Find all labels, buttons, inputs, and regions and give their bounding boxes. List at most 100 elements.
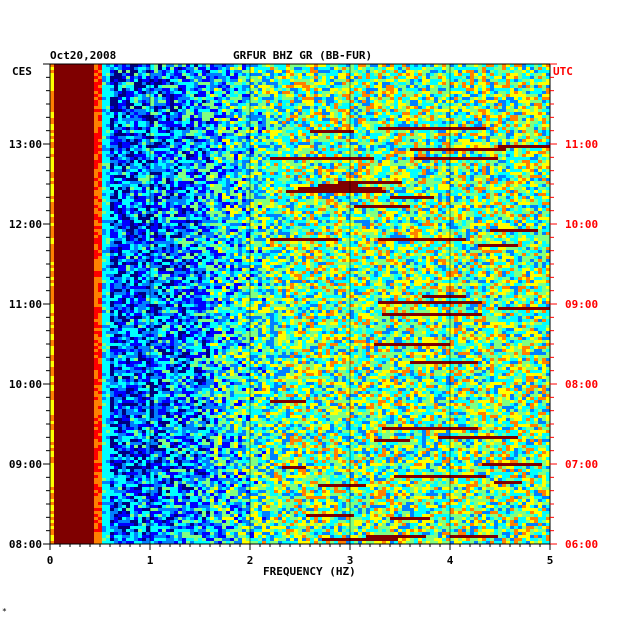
- heatmap-cell: [490, 91, 494, 94]
- heatmap-cell: [398, 121, 402, 124]
- heatmap-cell: [354, 178, 358, 181]
- heatmap-cell: [434, 127, 438, 130]
- heatmap-cell: [238, 175, 242, 178]
- heatmap-cell: [98, 70, 102, 73]
- heatmap-cell: [478, 133, 482, 136]
- heatmap-cell: [186, 154, 190, 157]
- heatmap-cell: [90, 103, 94, 106]
- heatmap-cell: [198, 94, 202, 97]
- heatmap-cell: [338, 94, 342, 97]
- heatmap-cell: [166, 139, 170, 142]
- heatmap-cell: [314, 139, 318, 142]
- heatmap-cell: [210, 172, 214, 175]
- heatmap-cell: [238, 133, 242, 136]
- heatmap-cell: [190, 133, 194, 136]
- heatmap-cell: [218, 136, 222, 139]
- heatmap-cell: [498, 88, 502, 91]
- heatmap-cell: [66, 82, 70, 85]
- heatmap-cell: [162, 100, 166, 103]
- heatmap-cell: [314, 64, 318, 67]
- heatmap-cell: [506, 109, 510, 112]
- heatmap-cell: [98, 139, 102, 142]
- heatmap-cell: [54, 160, 58, 163]
- heatmap-cell: [274, 163, 278, 166]
- heatmap-cell: [378, 112, 382, 115]
- heatmap-cell: [434, 106, 438, 109]
- heatmap-cell: [438, 142, 442, 145]
- heatmap-cell: [166, 118, 170, 121]
- heatmap-cell: [382, 163, 386, 166]
- heatmap-cell: [206, 82, 210, 85]
- heatmap-cell: [442, 94, 446, 97]
- heatmap-cell: [342, 118, 346, 121]
- heatmap-cell: [218, 142, 222, 145]
- heatmap-cell: [522, 97, 526, 100]
- heatmap-cell: [94, 166, 98, 169]
- heatmap-cell: [294, 178, 298, 181]
- heatmap-cell: [286, 97, 290, 100]
- heatmap-cell: [362, 88, 366, 91]
- heatmap-cell: [238, 151, 242, 154]
- heatmap-cell: [422, 130, 426, 133]
- heatmap-cell: [414, 166, 418, 169]
- heatmap-cell: [478, 157, 482, 160]
- heatmap-cell: [226, 178, 230, 181]
- heatmap-cell: [310, 64, 314, 67]
- heatmap-cell: [374, 127, 378, 130]
- heatmap-cell: [434, 103, 438, 106]
- heatmap-cell: [118, 109, 122, 112]
- heatmap-cell: [518, 169, 522, 172]
- heatmap-cell: [538, 166, 542, 169]
- heatmap-cell: [190, 157, 194, 160]
- heatmap-cell: [482, 115, 486, 118]
- heatmap-cell: [434, 148, 438, 151]
- heatmap-cell: [434, 112, 438, 115]
- heatmap-cell: [430, 103, 434, 106]
- heatmap-cell: [234, 115, 238, 118]
- heatmap-cell: [90, 85, 94, 88]
- heatmap-cell: [530, 94, 534, 97]
- heatmap-cell: [98, 85, 102, 88]
- heatmap-cell: [98, 160, 102, 163]
- heatmap-cell: [522, 157, 526, 160]
- heatmap-cell: [450, 82, 454, 85]
- heatmap-cell: [306, 112, 310, 115]
- heatmap-cell: [470, 112, 474, 115]
- heatmap-cell: [418, 145, 422, 148]
- heatmap-cell: [130, 148, 134, 151]
- heatmap-cell: [106, 151, 110, 154]
- heatmap-cell: [94, 121, 98, 124]
- heatmap-cell: [434, 151, 438, 154]
- heatmap-cell: [166, 115, 170, 118]
- heatmap-cell: [138, 157, 142, 160]
- heatmap-cell: [134, 115, 138, 118]
- heatmap-cell: [138, 145, 142, 148]
- heatmap-cell: [454, 76, 458, 79]
- heatmap-cell: [498, 76, 502, 79]
- heatmap-cell: [366, 142, 370, 145]
- heatmap-cell: [214, 118, 218, 121]
- heatmap-cell: [218, 115, 222, 118]
- heatmap-cell: [202, 109, 206, 112]
- heatmap-cell: [262, 130, 266, 133]
- heatmap-cell: [102, 88, 106, 91]
- heatmap-cell: [90, 139, 94, 142]
- heatmap-cell: [366, 112, 370, 115]
- heatmap-cell: [242, 94, 246, 97]
- heatmap-cell: [530, 172, 534, 175]
- heatmap-cell: [390, 79, 394, 82]
- heatmap-cell: [302, 109, 306, 112]
- heatmap-cell: [254, 127, 258, 130]
- heatmap-cell: [286, 127, 290, 130]
- heatmap-cell: [322, 169, 326, 172]
- heatmap-cell: [154, 76, 158, 79]
- heatmap-cell: [506, 88, 510, 91]
- heatmap-cell: [218, 172, 222, 175]
- heatmap-cell: [126, 157, 130, 160]
- heatmap-cell: [486, 133, 490, 136]
- heatmap-cell: [378, 91, 382, 94]
- heatmap-cell: [366, 160, 370, 163]
- heatmap-cell: [398, 76, 402, 79]
- heatmap-cell: [302, 163, 306, 166]
- heatmap-cell: [402, 82, 406, 85]
